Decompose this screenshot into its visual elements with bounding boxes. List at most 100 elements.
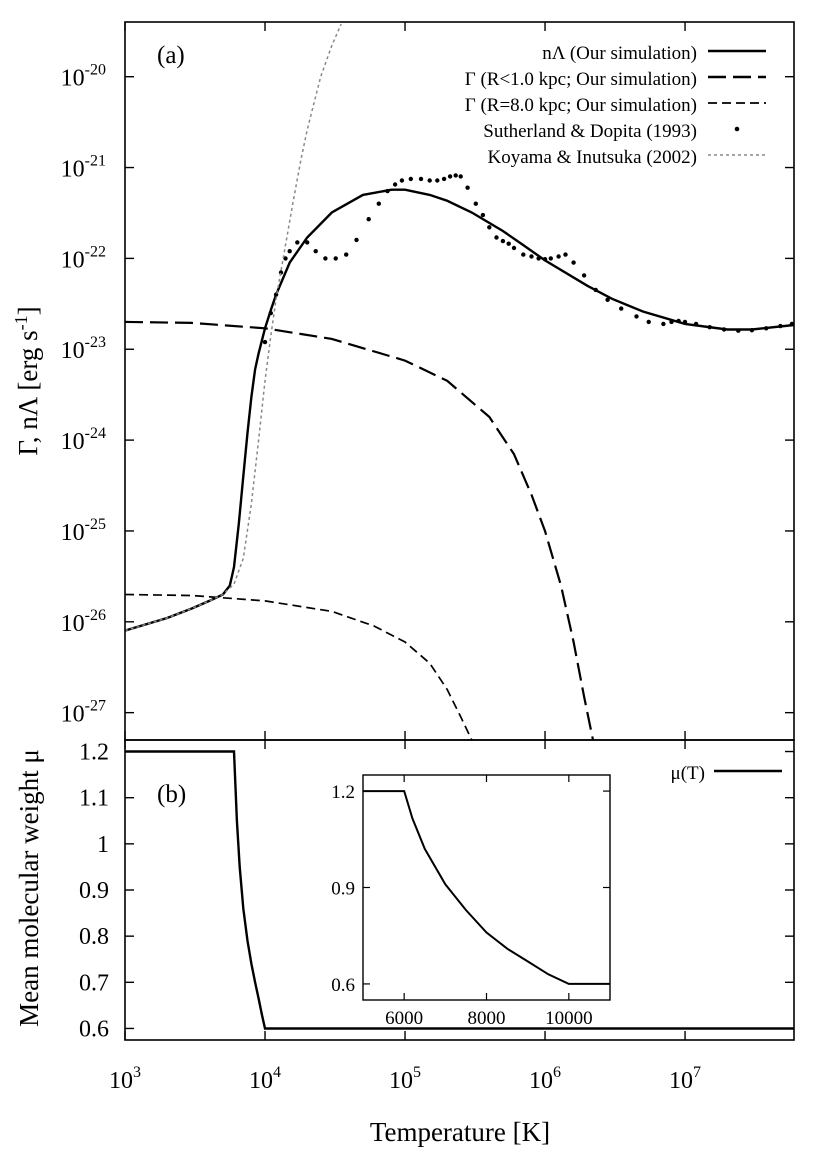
data-point (646, 319, 651, 325)
data-point (313, 249, 318, 254)
y-tick-label: 10-26 (61, 607, 106, 637)
data-point (441, 176, 447, 182)
panel-a-cooling-heating: 10-20 10-21 10-22 10-23 10-24 10-25 10-26 10-27… (11, 21, 795, 741)
panel-b-y-axis-title: Mean molecular weight μ (14, 749, 44, 1027)
x-tick-label: 104 (249, 1064, 281, 1094)
series-r-8-0-kpc-our-simulation (125, 593, 473, 740)
x-tick-label: 107 (669, 1064, 701, 1094)
data-point (453, 173, 458, 178)
y-tick-label: 10-21 (61, 153, 106, 183)
data-point (593, 287, 598, 293)
y-tick-label: 10-25 (61, 516, 106, 546)
data-point (778, 323, 783, 329)
data-point (427, 178, 432, 183)
y-tick-label: 0.8 (79, 924, 109, 950)
series-mu-t (125, 750, 794, 1030)
legend-label-sutherland: Sutherland & Dopita (1993) (483, 121, 697, 142)
y-tick-label: 10-20 (61, 62, 106, 92)
y-tick-label: 10-22 (61, 243, 106, 273)
data-point (669, 319, 674, 325)
data-point (707, 325, 712, 330)
inset-series-mu (363, 790, 610, 985)
legend-label-koyama: Koyama & Inutsuka (2002) (488, 147, 697, 168)
panel-a-legend: nΛ (Our simulation) Γ (R<1.0 kpc; Our si… (465, 43, 766, 168)
data-point (736, 328, 741, 333)
data-point (287, 249, 292, 254)
data-point (749, 328, 755, 333)
data-point (344, 252, 349, 257)
data-point (333, 256, 338, 261)
data-point (465, 185, 470, 190)
x-tick-label: 106 (529, 1064, 561, 1094)
panel-b-molecular-weight: 1.2 1.1 1 0.9 0.8 0.7 0.6 (b) μ(T) 6000 8000 100… (14, 739, 795, 1042)
series-sutherland-dopita-1993 (262, 173, 794, 345)
data-point (305, 240, 310, 245)
data-point (392, 182, 398, 187)
data-point (494, 235, 499, 240)
panel-b-legend: μ(T) (671, 763, 782, 784)
legend-swatch-sutherland (734, 126, 740, 132)
data-point (536, 256, 541, 261)
data-point (487, 225, 492, 230)
data-point (634, 314, 639, 319)
legend-label-mu: μ(T) (671, 763, 705, 784)
data-point (366, 217, 371, 222)
inset-y-tick-label: 0.9 (331, 879, 355, 900)
data-point (571, 260, 576, 265)
data-point (500, 238, 506, 244)
y-tick-label: 1 (97, 832, 109, 858)
series-r-1-0-kpc-our-simulation (125, 320, 595, 740)
y-tick-label: 10-27 (61, 698, 106, 728)
panel-b-label: (b) (157, 781, 186, 808)
data-point (418, 176, 424, 182)
data-point (399, 178, 405, 183)
data-point (619, 306, 624, 311)
data-point (556, 254, 561, 259)
data-point (480, 212, 486, 218)
data-point (283, 256, 288, 261)
data-point (262, 339, 268, 345)
data-point (521, 252, 526, 257)
data-point (764, 326, 769, 331)
x-axis-title: Temperature [K] (370, 1117, 550, 1147)
y-tick-label: 10-23 (61, 334, 106, 364)
y-tick-label: 1.2 (79, 740, 109, 766)
data-point (676, 318, 681, 324)
x-tick-label: 105 (389, 1064, 421, 1094)
data-point (385, 188, 390, 194)
data-point (563, 252, 568, 257)
data-point (529, 254, 534, 259)
data-point (323, 256, 328, 261)
inset-x-tick-label: 8000 (468, 1008, 506, 1029)
y-tick-label: 10-24 (61, 425, 106, 455)
inset-y-tick-label: 0.6 (331, 975, 355, 996)
inset-x-tick-label: 10000 (545, 1008, 593, 1029)
data-point (605, 297, 610, 302)
y-tick-label: 0.9 (79, 878, 109, 904)
x-tick-label: 103 (109, 1064, 141, 1094)
y-tick-label: 0.6 (79, 1016, 109, 1042)
data-point (721, 327, 727, 332)
data-point (295, 240, 300, 245)
data-point (473, 201, 478, 206)
data-point (435, 178, 440, 183)
y-tick-label: 1.1 (79, 786, 109, 812)
data-point (268, 310, 273, 316)
y-tick-label: 0.7 (79, 970, 109, 996)
data-point (661, 321, 666, 327)
data-point (789, 321, 794, 327)
legend-label-nlambda: nΛ (Our simulation) (542, 43, 697, 64)
inset-x-tick-label: 6000 (385, 1008, 423, 1029)
panel-a-label: (a) (157, 42, 185, 69)
data-point (458, 174, 463, 179)
data-point (542, 257, 548, 262)
data-point (376, 201, 381, 206)
data-point (354, 237, 359, 243)
data-point (447, 174, 453, 179)
inset-y-tick-label: 1.2 (331, 782, 355, 803)
data-point (693, 321, 699, 327)
data-point (506, 241, 511, 246)
data-point (408, 176, 413, 182)
legend-label-gamma-inner: Γ (R<1.0 kpc; Our simulation) (465, 69, 697, 90)
